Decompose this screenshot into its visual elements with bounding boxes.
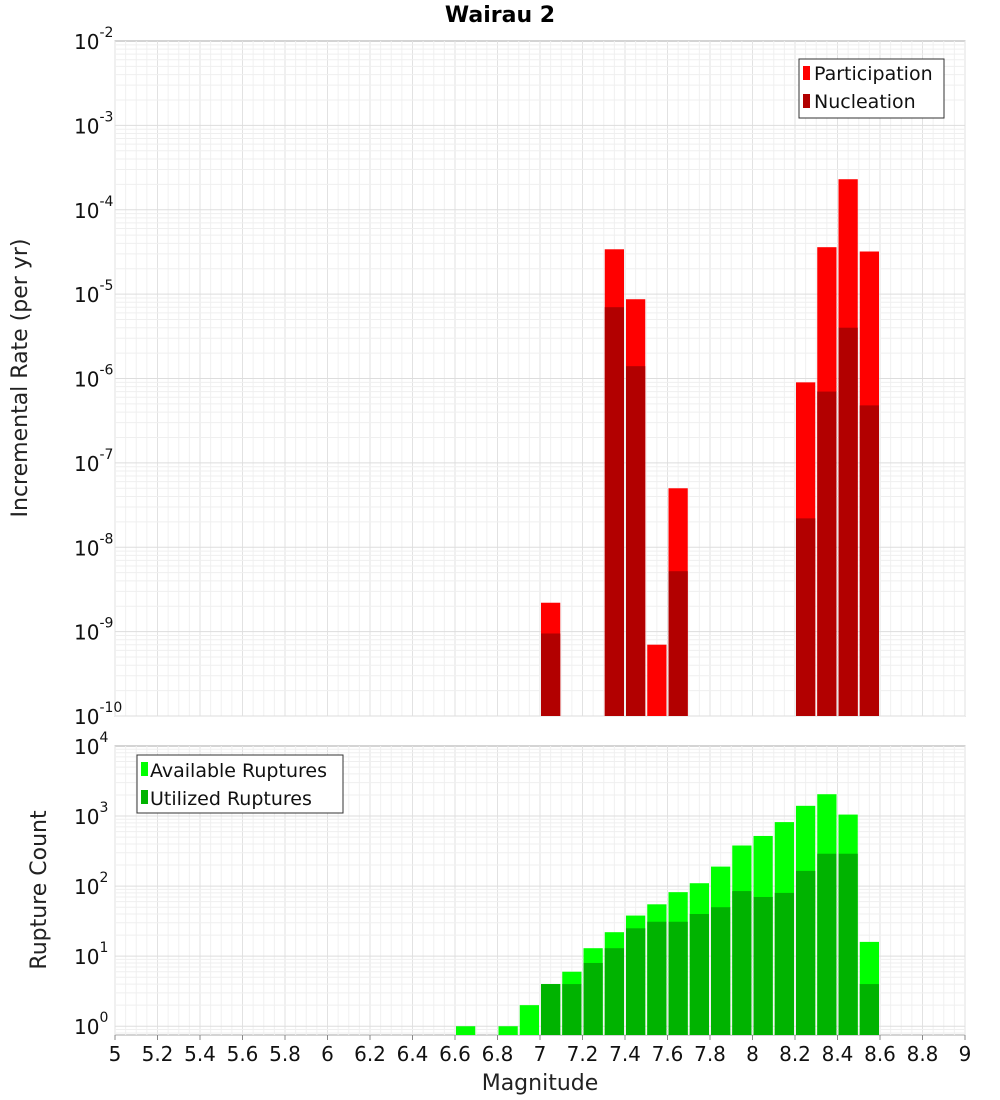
magnitude-x-ticks: 5 5.2 5.4 5.6 5.8 6 6.2 6.4 6.6 6.8 7 7.2 7.4 7.6 7.8 8… <box>109 1035 972 1066</box>
count-legend-box <box>136 754 344 814</box>
count-legend: Available Ruptures Utilized Ruptures <box>136 754 344 814</box>
y-tick-label: 103 <box>74 800 108 829</box>
bar-available-ruptures <box>519 1005 539 1035</box>
y-tick-label: 10-8 <box>74 531 113 560</box>
x-tick-label: 7 <box>534 1042 547 1066</box>
bar-utilized-ruptures <box>541 984 561 1035</box>
x-tick-label: 6.2 <box>354 1042 386 1066</box>
legend-swatch-utilized <box>141 790 148 804</box>
x-tick-label: 5.2 <box>142 1042 174 1066</box>
chart-title: Wairau 2 <box>445 3 555 28</box>
bar-utilized-ruptures <box>647 921 667 1035</box>
bar-nucleation <box>796 518 816 716</box>
bar-available-ruptures <box>498 1026 518 1035</box>
y-tick-label: 104 <box>74 730 108 759</box>
count-y-ticks: 100 101 102 103 104 <box>74 730 108 1039</box>
x-axis-label: Magnitude <box>482 1071 599 1096</box>
y-tick-label: 10-5 <box>74 278 113 307</box>
bar-utilized-ruptures <box>732 891 752 1035</box>
bar-utilized-ruptures <box>689 914 709 1035</box>
legend-swatch-participation <box>803 66 810 80</box>
y-tick-label: 10-7 <box>74 447 113 476</box>
bar-utilized-ruptures <box>838 853 858 1035</box>
x-tick-label: 5.8 <box>269 1042 301 1066</box>
bar-utilized-ruptures <box>817 853 837 1035</box>
bar-nucleation <box>817 391 837 716</box>
x-tick-label: 5 <box>109 1042 122 1066</box>
x-tick-label: 7.6 <box>652 1042 684 1066</box>
rate-grid <box>114 41 966 717</box>
x-tick-label: 5.4 <box>184 1042 216 1066</box>
x-tick-label: 8.2 <box>779 1042 811 1066</box>
legend-label-utilized: Utilized Ruptures <box>150 788 312 810</box>
rate-legend: Participation Nucleation <box>798 58 945 119</box>
bar-nucleation <box>541 633 561 716</box>
bar-utilized-ruptures <box>859 984 879 1035</box>
rate-legend-box <box>798 58 945 119</box>
bar-nucleation <box>838 327 858 716</box>
legend-swatch-nucleation <box>803 94 810 108</box>
bar-nucleation <box>668 571 688 716</box>
count-panel: 100 101 102 103 104 5 5.2 5.4 5.6 5.8 6 6.2 6.4 6.6 6… <box>27 730 971 1096</box>
legend-label-participation: Participation <box>814 63 933 85</box>
x-tick-label: 6 <box>321 1042 334 1066</box>
bar-utilized-ruptures <box>774 892 794 1035</box>
bar-nucleation <box>626 366 646 716</box>
x-tick-label: 6.6 <box>439 1042 471 1066</box>
y-tick-label: 101 <box>74 940 108 969</box>
y-tick-label: 100 <box>74 1010 108 1039</box>
legend-label-nucleation: Nucleation <box>814 91 916 113</box>
x-tick-label: 5.6 <box>227 1042 259 1066</box>
bar-utilized-ruptures <box>626 928 646 1035</box>
bar-nucleation <box>604 307 624 716</box>
rate-panel: 10-10 10-9 10-8 10-7 10-6 10-5 10-4 10-3 10-2 In… <box>8 25 966 729</box>
rate-y-axis-label: Incremental Rate (per yr) <box>8 239 33 518</box>
bar-utilized-ruptures <box>711 907 731 1035</box>
bar-utilized-ruptures <box>604 948 624 1035</box>
legend-swatch-available <box>141 762 148 776</box>
y-tick-label: 102 <box>74 870 108 899</box>
bar-nucleation <box>859 405 879 716</box>
y-tick-label: 10-2 <box>74 25 113 54</box>
x-tick-label: 9 <box>959 1042 972 1066</box>
x-tick-label: 6.8 <box>482 1042 514 1066</box>
bar-utilized-ruptures <box>668 921 688 1035</box>
x-tick-label: 8.8 <box>907 1042 939 1066</box>
y-tick-label: 10-4 <box>74 194 114 223</box>
x-tick-label: 7.4 <box>609 1042 641 1066</box>
bar-utilized-ruptures <box>562 984 582 1035</box>
bar-participation <box>647 644 667 716</box>
y-tick-label: 10-6 <box>74 363 114 392</box>
x-tick-label: 6.4 <box>397 1042 429 1066</box>
x-tick-label: 8 <box>746 1042 759 1066</box>
bar-available-ruptures <box>456 1026 476 1035</box>
rate-bars <box>541 179 879 716</box>
count-bars <box>456 794 879 1035</box>
bar-utilized-ruptures <box>796 870 816 1035</box>
count-y-axis-label: Rupture Count <box>27 810 52 970</box>
rate-y-ticks: 10-10 10-9 10-8 10-7 10-6 10-5 10-4 10-3 10-2 <box>74 25 122 729</box>
legend-label-available: Available Ruptures <box>150 760 327 782</box>
bar-utilized-ruptures <box>753 896 773 1035</box>
y-tick-label: 10-3 <box>74 109 113 138</box>
x-tick-label: 8.6 <box>864 1042 896 1066</box>
y-tick-label: 10-10 <box>74 700 122 729</box>
x-tick-label: 7.8 <box>694 1042 726 1066</box>
x-tick-label: 7.2 <box>567 1042 599 1066</box>
bar-utilized-ruptures <box>583 962 603 1035</box>
x-tick-label: 8.4 <box>822 1042 854 1066</box>
y-tick-label: 10-9 <box>74 616 113 645</box>
